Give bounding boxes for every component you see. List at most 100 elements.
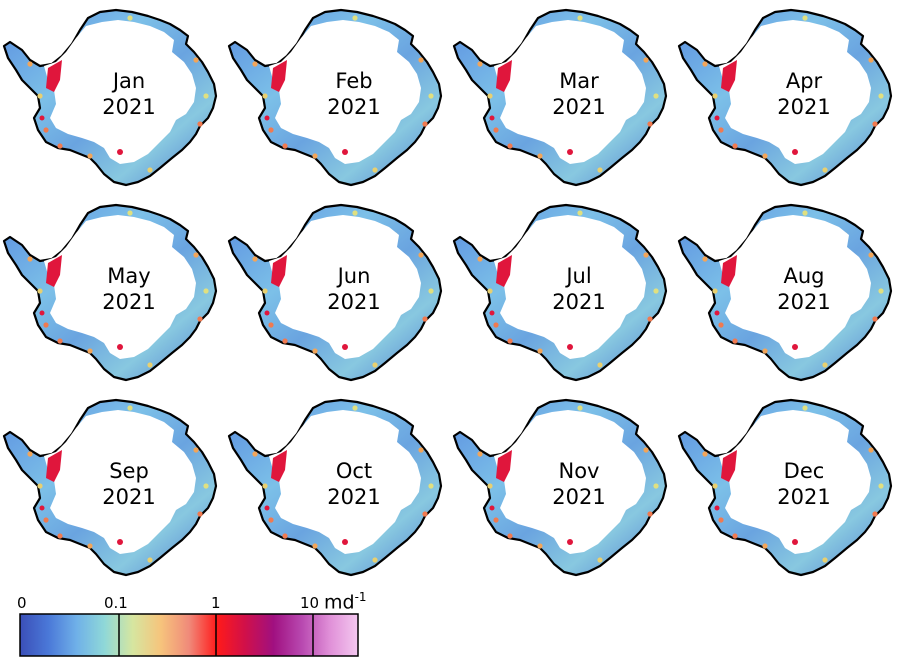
fast-flow-spot <box>43 322 49 328</box>
fast-flow-spot <box>487 288 493 294</box>
interior-no-data <box>719 410 871 554</box>
colorbar-tick-10: 10 <box>300 594 320 612</box>
fast-flow-spot <box>428 288 434 294</box>
fast-flow-spot <box>203 483 209 489</box>
month-label: Apr <box>785 69 823 93</box>
month-label: Aug <box>783 264 825 288</box>
glacier-spot <box>714 115 720 121</box>
month-label: Sep <box>109 459 149 483</box>
interior-no-data <box>44 410 196 554</box>
ice-shelf-highlight <box>721 60 737 92</box>
fast-flow-spot <box>537 543 543 549</box>
fast-flow-spot <box>43 517 49 523</box>
fast-flow-spot <box>802 405 808 411</box>
panel-label: May 2021 <box>74 263 184 315</box>
fast-flow-spot <box>43 127 49 133</box>
antarctica-map <box>677 8 893 187</box>
fast-flow-spot <box>197 316 203 322</box>
fast-flow-spot <box>262 483 268 489</box>
fast-flow-spot <box>712 288 718 294</box>
fast-flow-spot <box>372 557 378 563</box>
ice-shelf-spot <box>342 539 348 545</box>
fast-flow-spot <box>732 533 738 539</box>
fast-flow-spot <box>27 256 33 262</box>
antarctica-map <box>2 398 218 577</box>
year-label: 2021 <box>552 485 606 509</box>
fast-flow-spot <box>312 153 318 159</box>
fast-flow-spot <box>87 153 93 159</box>
colorbar-bar <box>19 613 359 657</box>
fast-flow-spot <box>27 451 33 457</box>
interior-no-data <box>494 215 646 359</box>
fast-flow-spot <box>418 252 424 258</box>
antarctica-map <box>677 203 893 382</box>
fast-flow-spot <box>732 143 738 149</box>
antarctica-map <box>452 8 668 187</box>
fast-flow-spot <box>193 252 199 258</box>
fast-flow-spot <box>493 127 499 133</box>
interior-no-data <box>719 215 871 359</box>
glacier-spot <box>264 505 270 511</box>
fast-flow-spot <box>868 447 874 453</box>
unit-exponent: -1 <box>354 590 367 604</box>
fast-flow-spot <box>147 167 153 173</box>
fast-flow-spot <box>762 153 768 159</box>
fast-flow-spot <box>643 252 649 258</box>
map-panel-jun: Jun 2021 <box>225 195 450 390</box>
antarctica-map <box>2 8 218 187</box>
ice-shelf-highlight <box>496 60 512 92</box>
year-label: 2021 <box>777 485 831 509</box>
fast-flow-spot <box>252 61 258 67</box>
fast-flow-spot <box>193 447 199 453</box>
month-label: Feb <box>335 69 373 93</box>
fast-flow-spot <box>493 517 499 523</box>
fast-flow-spot <box>262 288 268 294</box>
fast-flow-spot <box>487 93 493 99</box>
fast-flow-spot <box>312 348 318 354</box>
month-label: Jan <box>112 69 146 93</box>
fast-flow-spot <box>493 322 499 328</box>
fast-flow-spot <box>702 61 708 67</box>
fast-flow-spot <box>312 543 318 549</box>
fast-flow-spot <box>428 483 434 489</box>
ice-shelf-highlight <box>496 450 512 482</box>
colorbar-tick-1: 1 <box>211 594 221 612</box>
panel-label: Jan 2021 <box>74 68 184 120</box>
fast-flow-spot <box>372 362 378 368</box>
fast-flow-spot <box>418 447 424 453</box>
ice-shelf-highlight <box>271 450 287 482</box>
panel-label: Nov 2021 <box>524 458 634 510</box>
fast-flow-spot <box>127 15 133 21</box>
glacier-spot <box>714 505 720 511</box>
fast-flow-spot <box>477 61 483 67</box>
ice-shelf-highlight <box>271 60 287 92</box>
map-grid: Jan 2021 Feb 2021 Mar 2021 Apr 2021 May 2021 Jun 20… <box>2 8 893 585</box>
fast-flow-spot <box>872 316 878 322</box>
fast-flow-spot <box>643 57 649 63</box>
month-label: Mar <box>559 69 599 93</box>
antarctica-map <box>227 8 443 187</box>
fast-flow-spot <box>822 557 828 563</box>
colorbar-tick-0: 0 <box>17 594 27 612</box>
ice-shelf-highlight <box>271 255 287 287</box>
map-panel-nov: Nov 2021 <box>450 390 675 585</box>
fast-flow-spot <box>507 533 513 539</box>
panel-label: Sep 2021 <box>74 458 184 510</box>
antarctica-map <box>677 398 893 577</box>
fast-flow-spot <box>802 15 808 21</box>
fast-flow-spot <box>193 57 199 63</box>
month-label: May <box>107 264 151 288</box>
glacier-spot <box>264 115 270 121</box>
antarctica-map <box>452 398 668 577</box>
fast-flow-spot <box>37 483 43 489</box>
map-panel-jul: Jul 2021 <box>450 195 675 390</box>
fast-flow-spot <box>702 256 708 262</box>
interior-no-data <box>269 410 421 554</box>
year-label: 2021 <box>327 95 381 119</box>
colorbar-unit: md-1 <box>324 590 367 613</box>
interior-no-data <box>44 20 196 164</box>
fast-flow-spot <box>268 517 274 523</box>
fast-flow-spot <box>577 405 583 411</box>
fast-flow-spot <box>252 451 258 457</box>
unit-label: md <box>324 591 355 614</box>
